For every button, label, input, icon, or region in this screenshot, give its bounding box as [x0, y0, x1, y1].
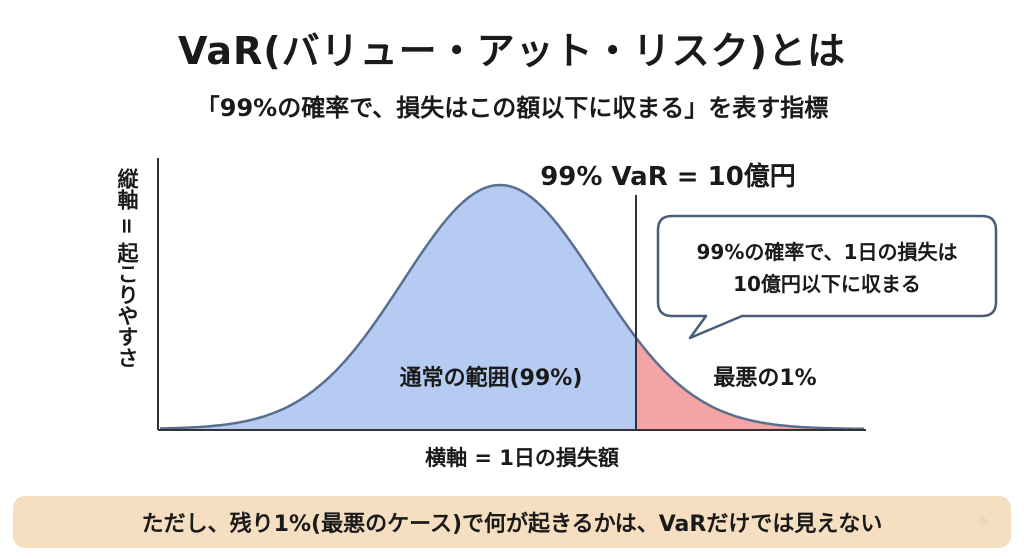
- callout-bubble: [656, 214, 998, 340]
- tail-region-area: [636, 337, 864, 429]
- var-label: 99% VaR = 10億円: [540, 162, 796, 192]
- sparkle-icon: ✦: [972, 508, 993, 536]
- page-subtitle: 「99%の確率で、損失はこの額以下に収まる」を表す指標: [195, 94, 829, 122]
- normal-region-label: 通常の範囲(99%): [400, 365, 583, 391]
- tail-region-label: 最悪の1%: [713, 366, 816, 391]
- callout-line-2: 10億円以下に収まる: [733, 272, 921, 296]
- normal-region-area: [160, 185, 636, 429]
- y-axis-label: 縦軸 = 起こりやすさ: [115, 168, 139, 369]
- page-title: VaR(バリュー・アット・リスク)とは: [178, 29, 846, 73]
- footer-note: ただし、残り1%(最悪のケース)で何が起きるかは、VaRだけでは見えない ✦: [13, 496, 1011, 548]
- distribution-curve: [159, 183, 864, 431]
- x-axis-label: 横軸 = 1日の損失額: [425, 446, 619, 470]
- footer-text: ただし、残り1%(最悪のケース)で何が起きるかは、VaRだけでは見えない: [141, 512, 883, 537]
- callout-line-1: 99%の確率で、1日の損失は: [697, 240, 958, 264]
